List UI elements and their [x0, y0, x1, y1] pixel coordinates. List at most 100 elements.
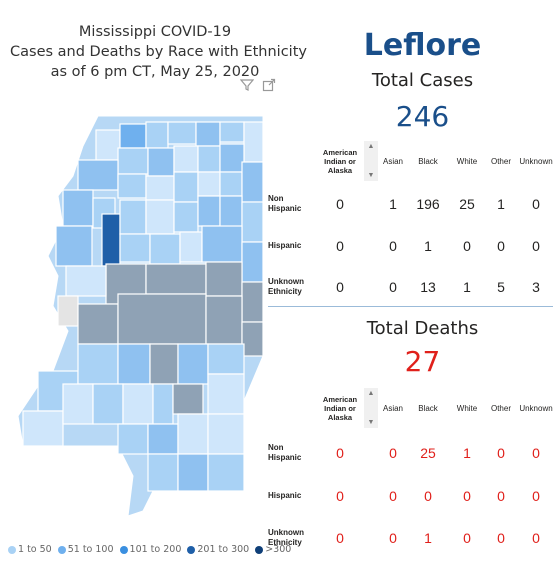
legend-dot — [119, 545, 128, 554]
column-header: Unknown — [519, 156, 553, 166]
table-cell: 0 — [532, 488, 540, 504]
county-shape[interactable] — [62, 383, 94, 425]
sort-up-icon[interactable]: ▲ — [367, 143, 375, 150]
county-shape[interactable] — [177, 343, 209, 385]
county-shape[interactable] — [149, 343, 179, 385]
table-cell: 1 — [389, 196, 397, 212]
county-shape[interactable] — [147, 453, 179, 492]
county-shape[interactable] — [219, 171, 243, 197]
county-shape[interactable] — [145, 121, 169, 149]
county-shape[interactable] — [197, 195, 221, 227]
sort-down-icon[interactable]: ▼ — [367, 172, 375, 179]
county-shape[interactable] — [241, 281, 264, 323]
table-cell: 25 — [459, 196, 475, 212]
table-cell: 0 — [497, 445, 505, 461]
county-shape[interactable] — [62, 189, 94, 227]
county-shape[interactable] — [92, 383, 124, 425]
county-shape[interactable] — [219, 121, 245, 143]
legend-dot — [255, 545, 264, 554]
chart-title: Mississippi COVID-19 Cases and Deaths by… — [10, 22, 307, 82]
county-shape[interactable] — [243, 121, 264, 163]
table-cell: 13 — [420, 279, 436, 295]
county-shape[interactable] — [207, 373, 245, 415]
sort-up-icon[interactable]: ▲ — [367, 390, 375, 397]
county-shape[interactable] — [207, 413, 245, 455]
county-shape[interactable] — [77, 343, 119, 385]
column-header: White — [456, 403, 478, 413]
sort-control[interactable]: ▲ ▼ — [364, 386, 378, 430]
table-cell: 0 — [532, 445, 540, 461]
table-cell: 0 — [389, 488, 397, 504]
county-shape[interactable] — [149, 233, 181, 265]
table-cell: 1 — [424, 530, 432, 546]
county-shape[interactable] — [65, 265, 107, 297]
table-cell: 0 — [336, 279, 344, 295]
county-shape[interactable] — [117, 173, 147, 199]
county-shape[interactable] — [207, 453, 245, 492]
title-line-2: Cases and Deaths by Race with Ethnicity — [10, 44, 307, 60]
legend-label: 101 to 200 — [129, 544, 182, 555]
title-line-3: as of 6 pm CT, May 25, 2020 — [50, 64, 260, 80]
county-shape[interactable] — [197, 145, 221, 173]
cases-table: American Indian or Alaska ▲ ▼ Asian Black… — [268, 140, 556, 308]
county-shape[interactable] — [207, 343, 245, 375]
county-shape[interactable] — [195, 121, 221, 147]
county-shape[interactable] — [147, 147, 175, 177]
county-leflore[interactable] — [101, 213, 121, 267]
focus-mode-icon[interactable] — [262, 78, 276, 92]
county-shape[interactable] — [201, 225, 243, 263]
county-shape[interactable] — [119, 123, 147, 149]
county-shape[interactable] — [241, 201, 264, 243]
county-shape[interactable] — [117, 147, 149, 175]
sort-down-icon[interactable]: ▼ — [367, 419, 375, 426]
county-shape[interactable] — [152, 383, 174, 425]
county-shape[interactable] — [173, 201, 199, 233]
county-shape[interactable] — [119, 199, 147, 235]
county-shape[interactable] — [172, 383, 204, 415]
county-shape[interactable] — [145, 199, 175, 235]
county-shape[interactable] — [179, 231, 203, 263]
county-shape[interactable] — [177, 453, 209, 492]
county-shape[interactable] — [77, 159, 119, 191]
county-shape[interactable] — [117, 423, 149, 455]
sort-control[interactable]: ▲ ▼ — [364, 140, 378, 182]
county-shape[interactable] — [122, 383, 154, 425]
column-header: Asian — [382, 403, 403, 413]
county-shape[interactable] — [95, 129, 121, 161]
county-shape[interactable] — [145, 263, 207, 295]
filter-icon[interactable] — [239, 78, 255, 92]
county-shape[interactable] — [147, 423, 179, 455]
county-shape[interactable] — [119, 233, 151, 263]
county-shape[interactable] — [205, 261, 243, 297]
table-cell: 1 — [497, 196, 505, 212]
deaths-title: Total Deaths — [366, 318, 479, 339]
county-shape[interactable] — [22, 410, 64, 447]
county-shape[interactable] — [57, 295, 79, 327]
legend-item: 51 to 100 — [57, 544, 114, 555]
legend-item: 201 to 300 — [187, 544, 249, 555]
county-shape[interactable] — [77, 303, 119, 345]
county-shape[interactable] — [205, 295, 243, 345]
row-label: Hispanic — [268, 241, 302, 250]
mississippi-county-map[interactable] — [18, 116, 273, 516]
county-shape[interactable] — [177, 413, 209, 455]
county-shape[interactable] — [117, 293, 207, 345]
county-shape[interactable] — [241, 161, 264, 203]
county-shape[interactable] — [241, 321, 264, 357]
county-shape[interactable] — [219, 143, 245, 173]
column-header: Black — [418, 403, 438, 413]
column-header: Black — [418, 156, 438, 166]
county-shape[interactable] — [173, 145, 199, 173]
table-row: Hispanic 0 0 1 0 0 0 — [268, 226, 556, 266]
county-shape[interactable] — [145, 175, 175, 201]
legend-item: >300 — [255, 544, 291, 555]
county-shape[interactable] — [197, 171, 221, 197]
county-shape[interactable] — [173, 171, 199, 203]
column-header: Other — [490, 156, 511, 166]
county-shape[interactable] — [55, 225, 93, 267]
county-shape[interactable] — [241, 241, 264, 283]
table-row: Non Hispanic 0 0 25 1 0 0 — [268, 430, 556, 476]
county-shape[interactable] — [117, 343, 151, 385]
county-shape[interactable] — [167, 121, 197, 145]
table-cell: 0 — [532, 196, 540, 212]
